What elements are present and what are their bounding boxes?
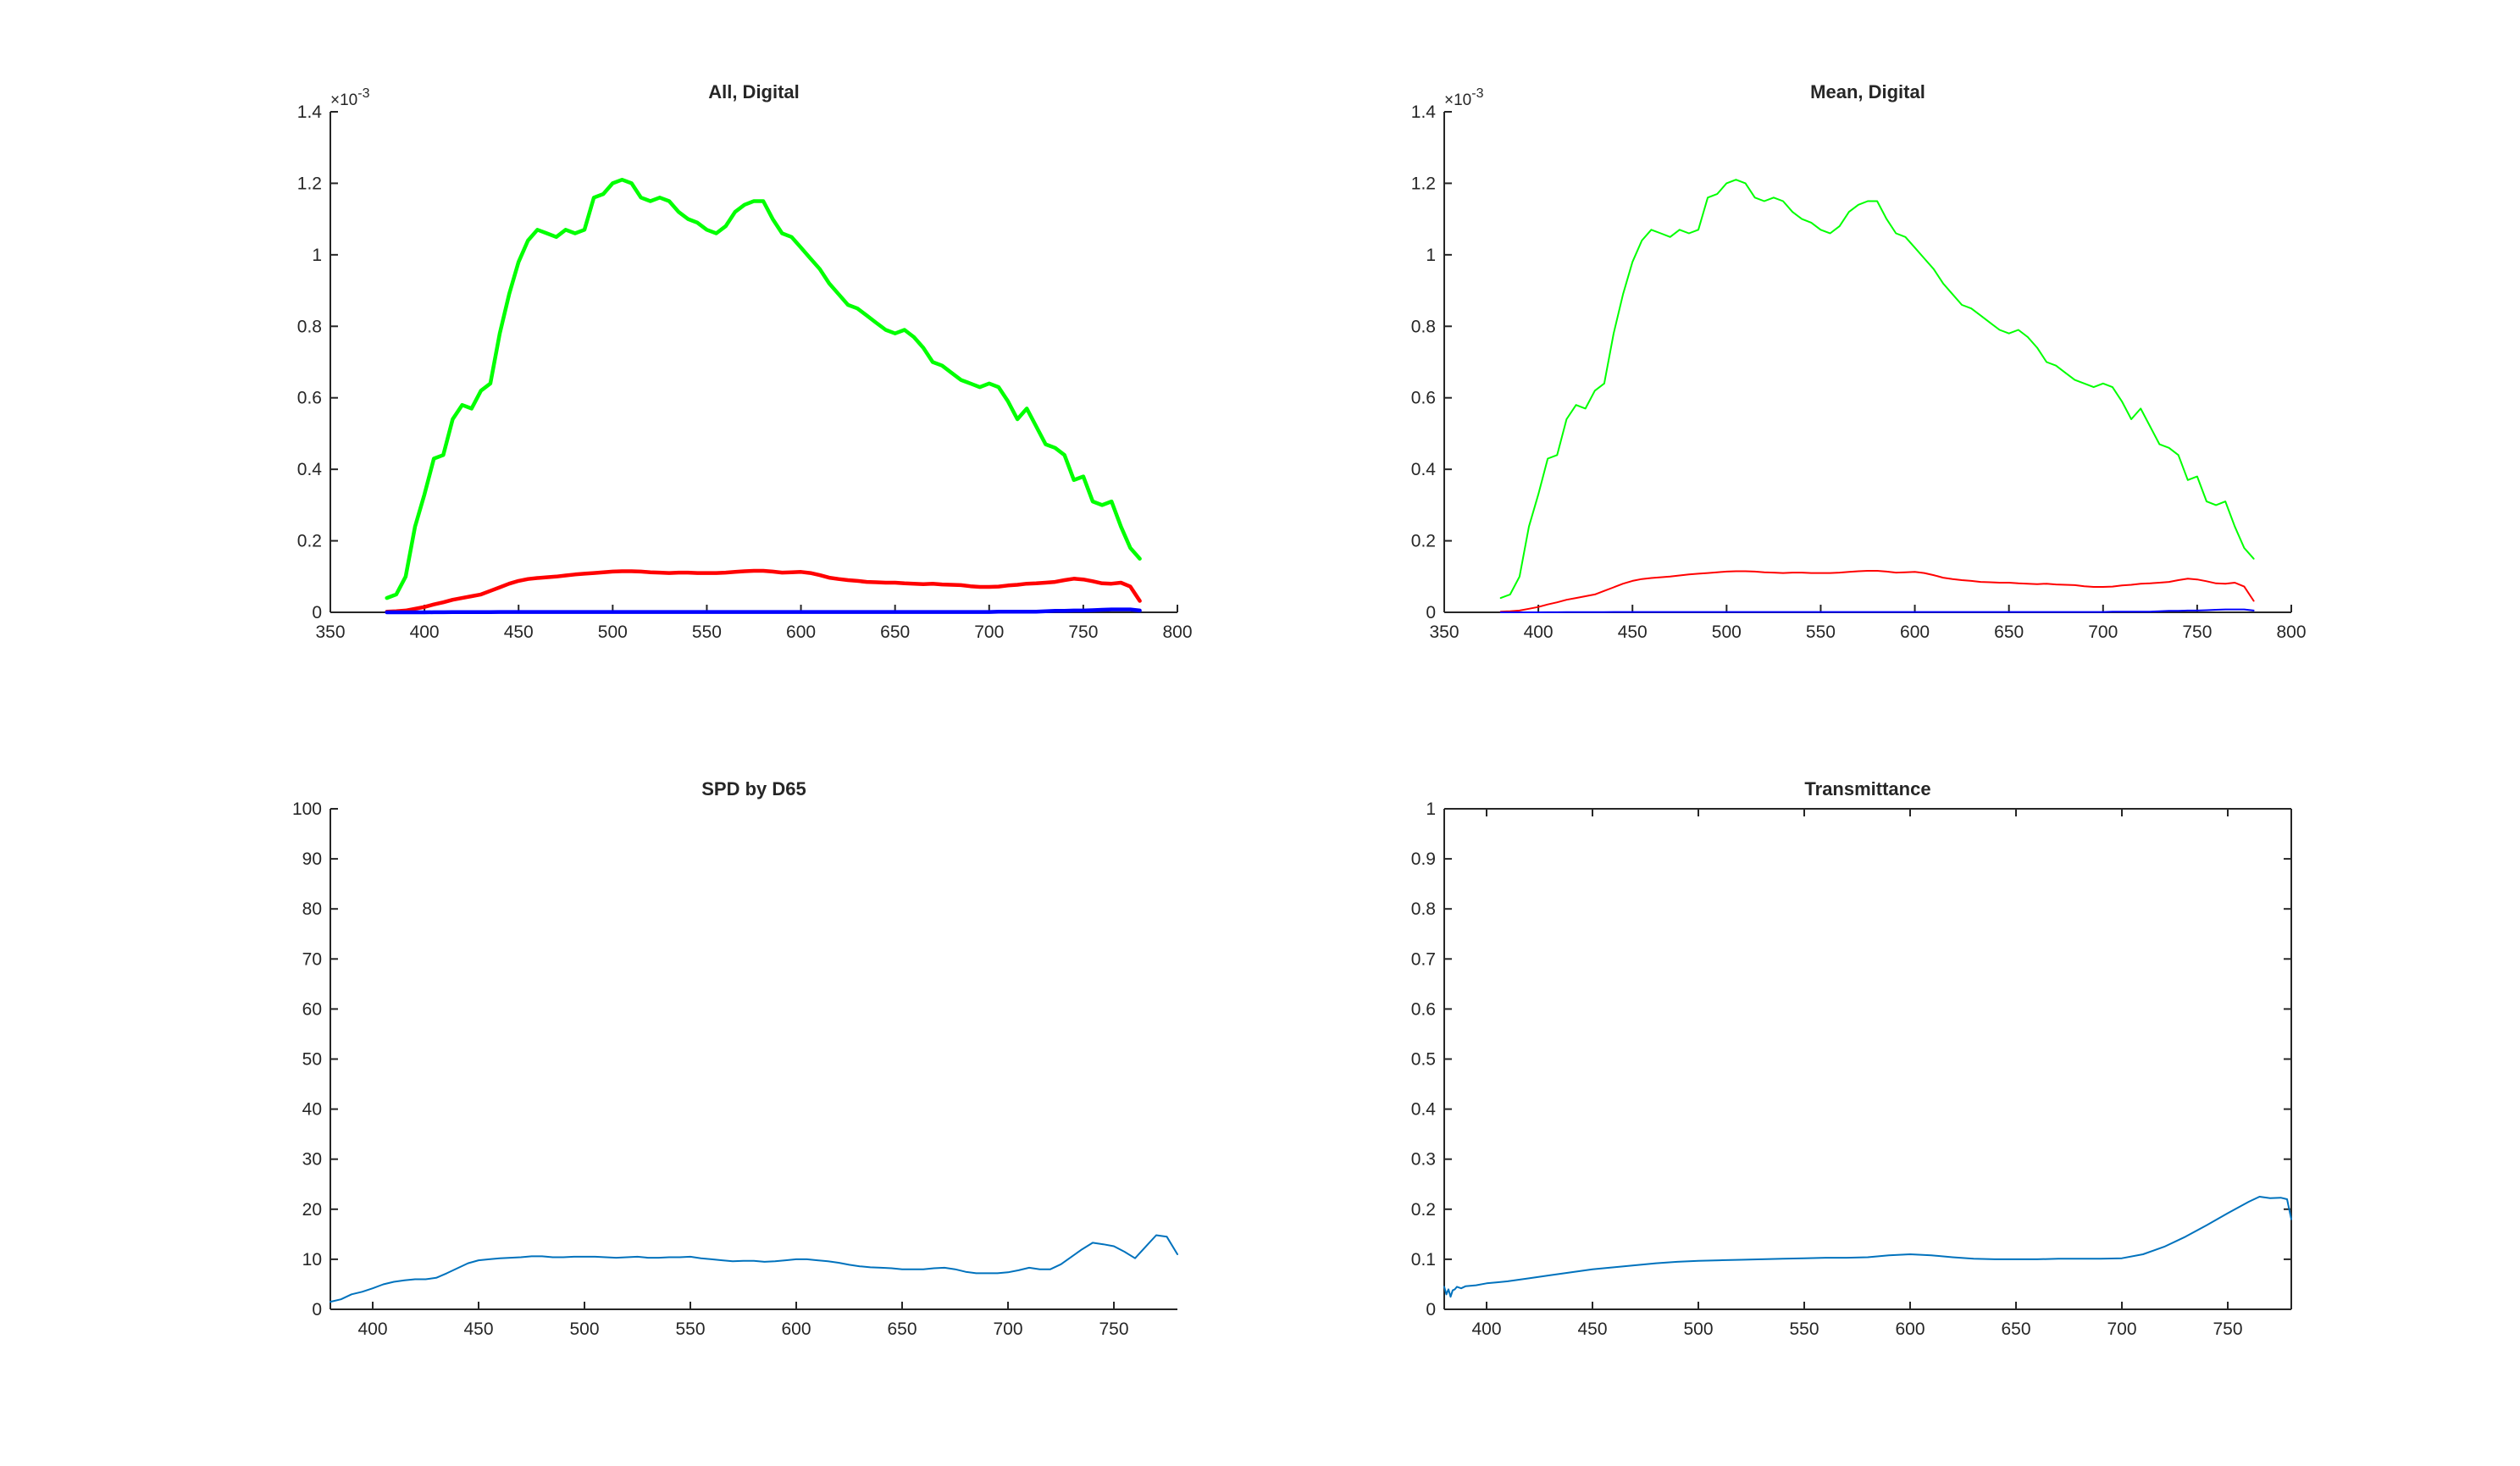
y-tick-label: 60 — [302, 999, 322, 1019]
y-tick-label: 20 — [302, 1200, 322, 1220]
series-line-2 — [385, 607, 1142, 615]
y-tick-label: 0.1 — [1411, 1250, 1436, 1270]
y-tick-label: 0.6 — [1411, 389, 1436, 408]
y-tick-label: 0.9 — [1411, 849, 1436, 869]
x-tick-label: 550 — [1806, 622, 1836, 642]
series-line-0 — [1499, 179, 2255, 600]
x-tick-label: 450 — [504, 622, 534, 642]
x-tick-label: 600 — [786, 622, 816, 642]
chart-title: Mean, Digital — [1810, 81, 1925, 102]
y-tick-label: 70 — [302, 949, 322, 969]
x-tick-label: 400 — [1524, 622, 1554, 642]
x-tick-label: 600 — [781, 1319, 811, 1339]
y-tick-label: 0 — [312, 1300, 322, 1319]
y-tick-label: 1 — [1426, 799, 1436, 819]
x-tick-label: 700 — [993, 1319, 1022, 1339]
chart-mean-digital: Mean, Digital ×10-3 0 0.2 0.4 0.6 0.8 1 1.2 1.4… — [1411, 81, 2307, 642]
y-exponent-power: -3 — [1471, 86, 1483, 101]
y-tick-label: 1 — [1426, 246, 1436, 265]
chart-title: All, Digital — [708, 81, 800, 102]
x-tick-label: 750 — [1099, 1319, 1128, 1339]
x-tick-label: 550 — [692, 622, 722, 642]
chart-all-digital: All, Digital ×10-3 0 0.2 0.4 0.6 0.8 1 1.2 1.4 3… — [297, 81, 1193, 642]
y-tick-label: 1.4 — [297, 102, 323, 122]
chart-spd-by-d65: SPD by D65 0 10 20 30 40 50 60 70 80 90 100 400 450 5… — [292, 778, 1178, 1339]
x-tick-label: 550 — [675, 1319, 705, 1339]
series-line-2 — [1499, 608, 2255, 613]
y-tick-label: 1.2 — [297, 174, 322, 193]
y-tick-label: 1.4 — [1411, 102, 1437, 122]
y-tick-label: 0.2 — [1411, 1200, 1436, 1220]
y-tick-label: 0 — [312, 603, 322, 622]
series-line-0 — [385, 177, 1142, 600]
y-tick-label: 1.2 — [1411, 174, 1436, 193]
x-tick-label: 400 — [357, 1319, 387, 1339]
y-tick-label: 0.2 — [297, 532, 322, 551]
y-tick-label: 1 — [312, 246, 322, 265]
chart-title: SPD by D65 — [701, 778, 806, 799]
y-exponent-power: -3 — [357, 86, 369, 101]
y-tick-label: 0.5 — [1411, 1050, 1436, 1070]
x-tick-label: 450 — [1618, 622, 1648, 642]
y-exponent-base: ×10 — [1444, 91, 1471, 109]
y-tick-label: 30 — [302, 1150, 322, 1170]
x-tick-label: 700 — [2107, 1319, 2136, 1339]
y-exponent-label: ×10-3 — [330, 86, 370, 109]
x-tick-label: 350 — [1429, 622, 1459, 642]
y-tick-label: 0.4 — [1411, 460, 1437, 479]
y-tick-label: 10 — [302, 1250, 322, 1270]
y-tick-label: 0.8 — [297, 317, 322, 336]
x-tick-label: 600 — [1895, 1319, 1925, 1339]
x-tick-label: 700 — [974, 622, 1004, 642]
y-exponent-label: ×10-3 — [1444, 86, 1484, 109]
x-tick-label: 650 — [1994, 622, 2024, 642]
y-tick-label: 0 — [1426, 1300, 1436, 1319]
y-tick-label: 0.6 — [297, 389, 322, 408]
chart-title: Transmittance — [1804, 778, 1930, 799]
y-tick-label: 0.4 — [1411, 1100, 1437, 1120]
x-tick-label: 450 — [1577, 1319, 1607, 1339]
y-exponent-base: ×10 — [330, 91, 357, 109]
x-tick-label: 350 — [315, 622, 345, 642]
x-tick-label: 400 — [1471, 1319, 1501, 1339]
x-tick-label: 500 — [598, 622, 628, 642]
x-tick-label: 400 — [410, 622, 440, 642]
y-tick-label: 90 — [302, 849, 322, 869]
x-tick-label: 800 — [2276, 622, 2306, 642]
x-tick-label: 500 — [1683, 1319, 1713, 1339]
y-tick-label: 0.8 — [1411, 899, 1436, 919]
series-line-1 — [1499, 570, 2255, 613]
x-tick-label: 650 — [880, 622, 910, 642]
series-line-0 — [330, 1234, 1178, 1303]
y-tick-label: 0.2 — [1411, 532, 1436, 551]
y-tick-label: 80 — [302, 899, 322, 919]
y-tick-label: 40 — [302, 1100, 322, 1120]
y-tick-label: 0.4 — [297, 460, 323, 479]
chart-transmittance: Transmittance 0 0.1 0.2 0.3 0.4 0.5 0.6 0.7 0.8 0… — [1411, 778, 2292, 1339]
y-tick-label: 0.6 — [1411, 999, 1436, 1019]
y-tick-label: 0.3 — [1411, 1150, 1436, 1170]
series-line-1 — [385, 568, 1142, 614]
x-tick-label: 650 — [887, 1319, 917, 1339]
x-tick-label: 600 — [1900, 622, 1930, 642]
y-tick-label: 50 — [302, 1050, 322, 1070]
series-line-0 — [1443, 1196, 2292, 1298]
x-tick-label: 700 — [2088, 622, 2118, 642]
x-tick-label: 750 — [2182, 622, 2212, 642]
y-tick-label: 0.8 — [1411, 317, 1436, 336]
x-tick-label: 650 — [2001, 1319, 2030, 1339]
y-tick-label: 0 — [1426, 603, 1436, 622]
x-tick-label: 500 — [1712, 622, 1742, 642]
x-tick-label: 450 — [463, 1319, 493, 1339]
x-tick-label: 750 — [2213, 1319, 2242, 1339]
x-tick-label: 550 — [1789, 1319, 1819, 1339]
y-tick-label: 0.7 — [1411, 949, 1436, 969]
x-tick-label: 500 — [569, 1319, 599, 1339]
x-tick-label: 800 — [1162, 622, 1192, 642]
y-tick-label: 100 — [292, 799, 322, 819]
x-tick-label: 750 — [1068, 622, 1098, 642]
